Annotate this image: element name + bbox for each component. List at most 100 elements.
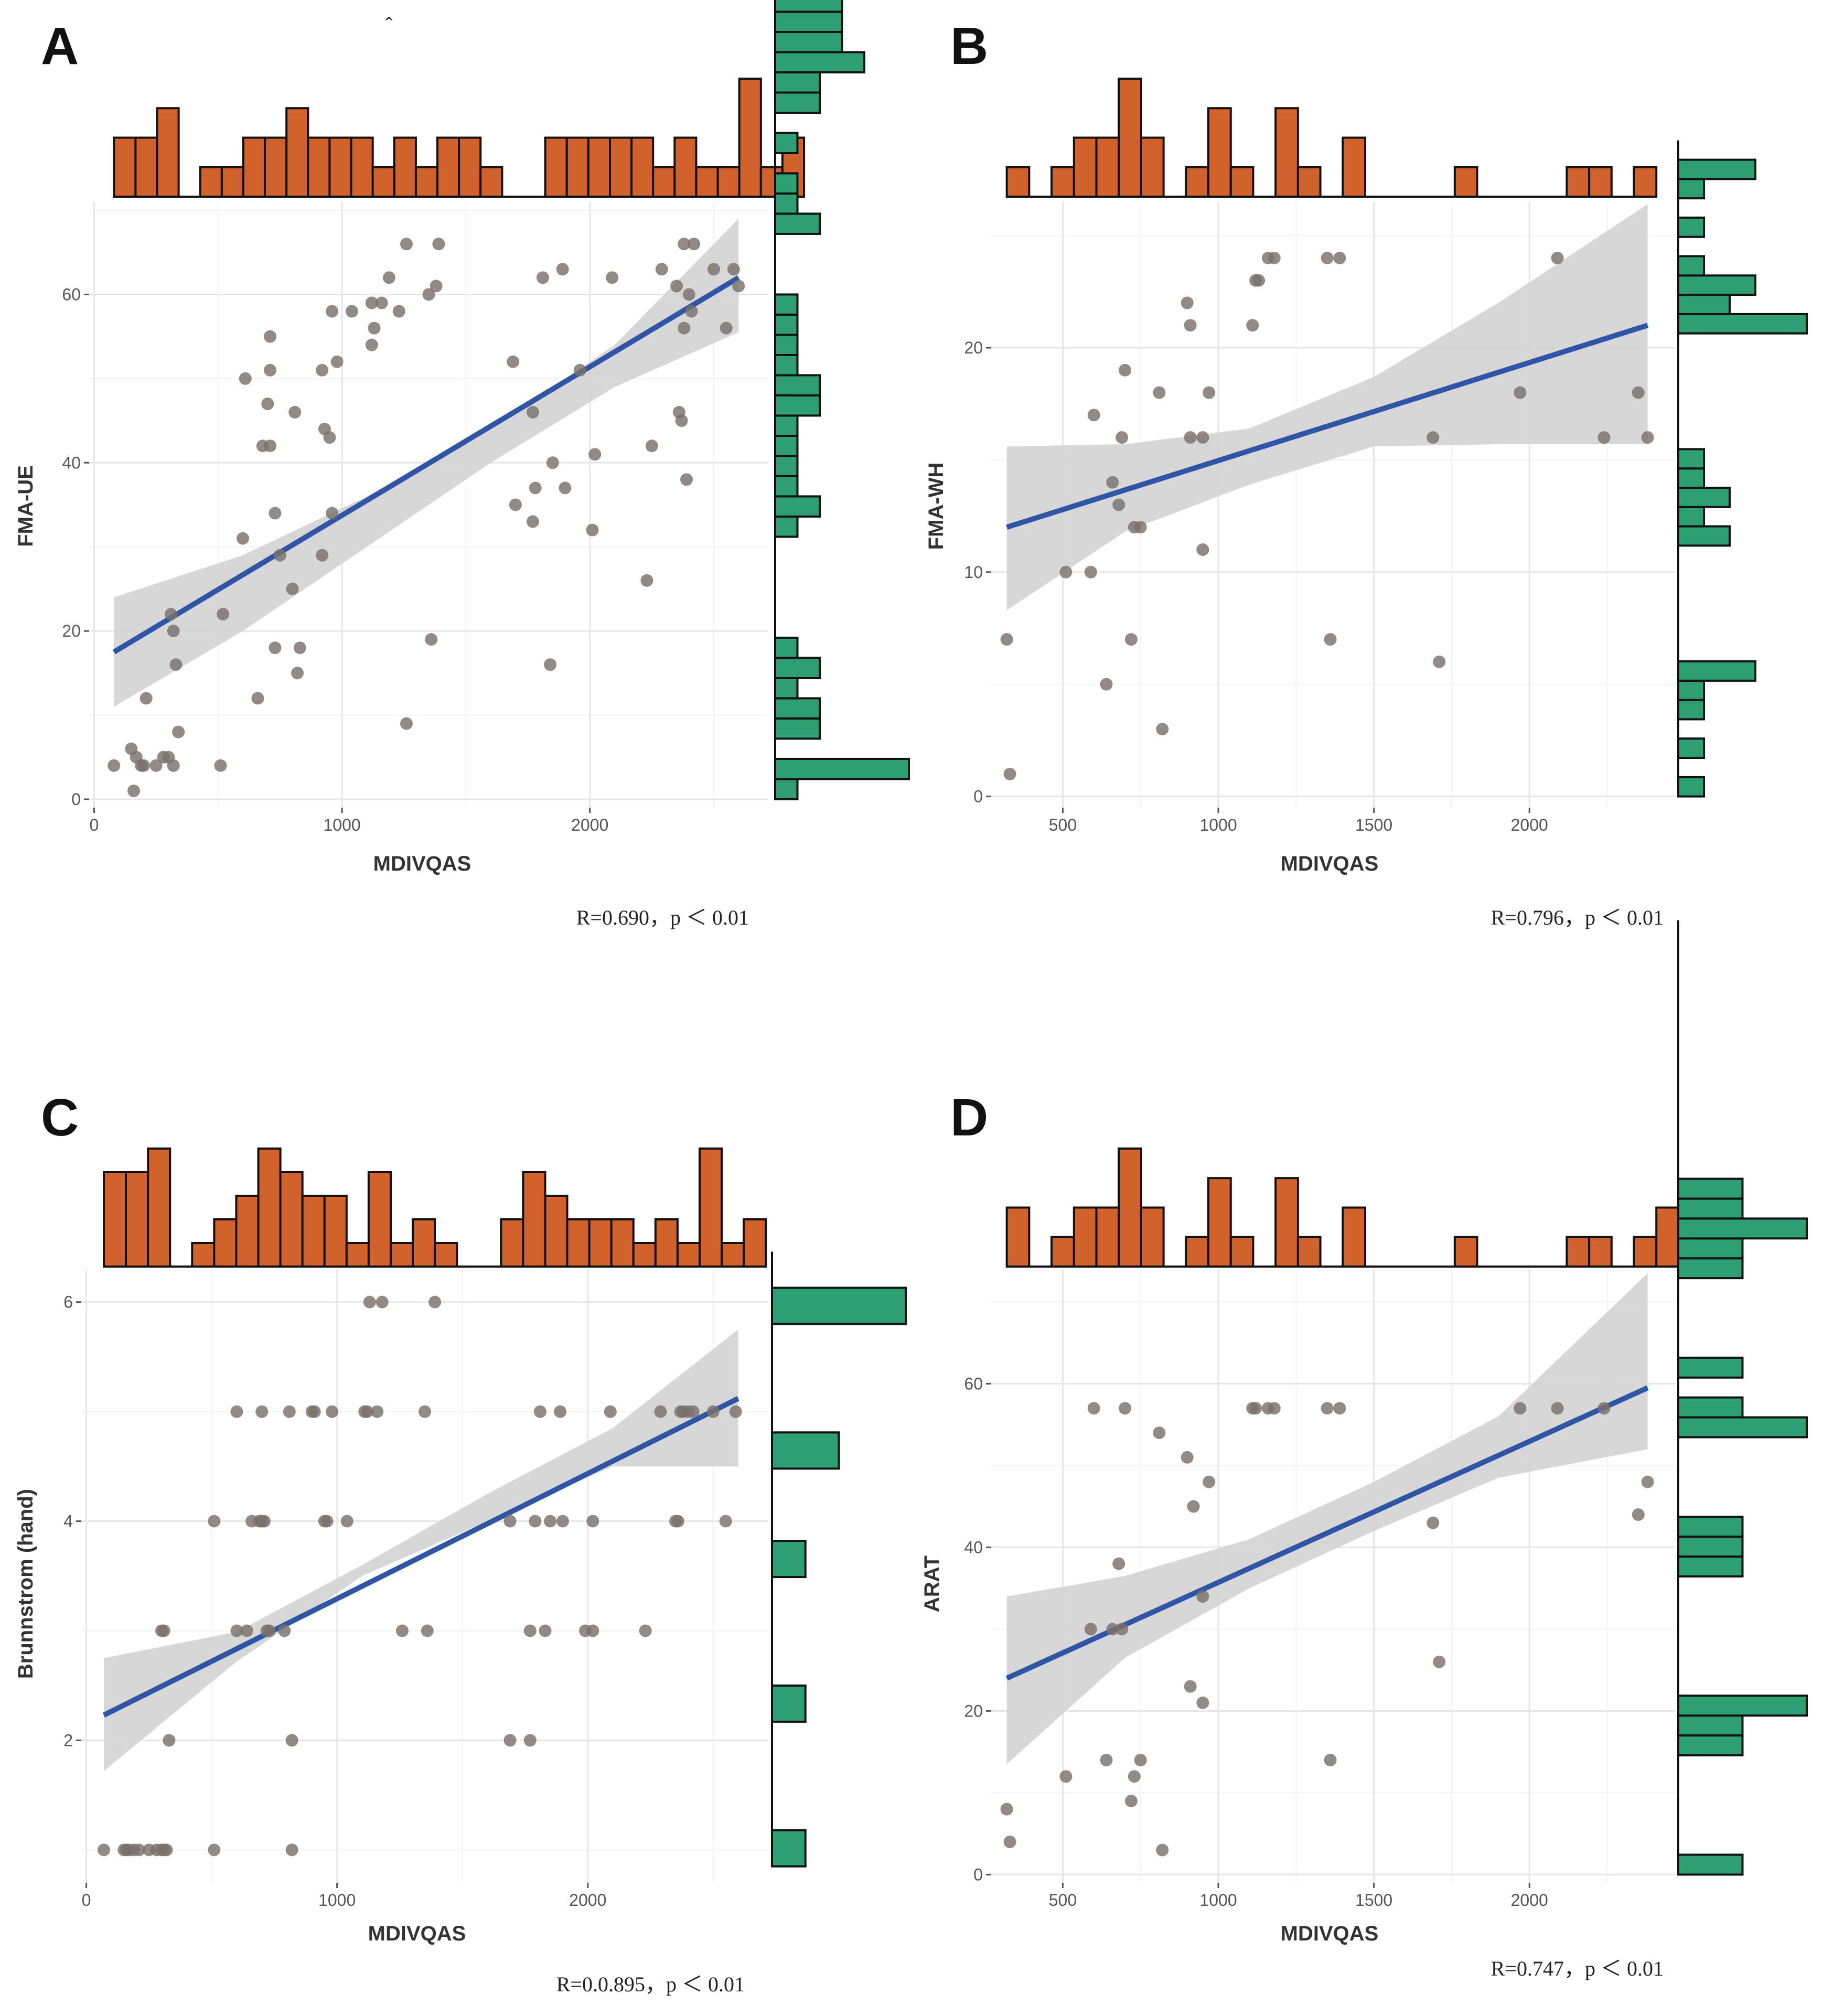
top-histogram-bar <box>566 1218 591 1268</box>
top-histogram-bar <box>1588 166 1613 198</box>
data-point <box>1106 1623 1119 1636</box>
y-tick-label: 0 <box>973 1865 983 1884</box>
data-point <box>1252 274 1266 287</box>
data-point <box>544 1515 557 1528</box>
data-point <box>422 288 435 301</box>
top-histogram-bar <box>1655 1206 1680 1268</box>
right-histogram-bar <box>771 1286 907 1325</box>
data-point <box>1632 386 1645 399</box>
data-point <box>361 1405 374 1418</box>
data-point <box>727 263 740 276</box>
x-axis-title-d: MDIVQAS <box>1281 1922 1379 1945</box>
y-tick-label: 0 <box>71 790 81 809</box>
data-point <box>559 481 572 495</box>
top-histogram-bar <box>699 1148 723 1268</box>
data-point <box>169 658 183 671</box>
top-histogram-bar <box>1342 136 1367 198</box>
data-point <box>1119 1402 1132 1415</box>
x-tick-label: 1500 <box>1355 1891 1392 1910</box>
top-histogram-bar <box>1565 1236 1591 1268</box>
data-point <box>365 296 378 309</box>
x-tick-label: 0 <box>82 1891 91 1910</box>
right-histogram-bar <box>1677 1177 1744 1200</box>
top-histogram-bar <box>191 1242 216 1268</box>
data-point <box>554 1405 567 1418</box>
data-point <box>167 625 180 638</box>
data-point <box>707 263 721 276</box>
data-point <box>365 338 378 351</box>
top-histogram-bar <box>113 136 137 198</box>
right-histogram-bar <box>771 1829 807 1868</box>
data-point <box>586 1515 599 1528</box>
data-point <box>1321 251 1334 264</box>
panel-d: 500 1000 1500 2000 0 20 40 60 D MDIVQAS ARAT R=… <box>920 920 1808 1980</box>
top-histogram-bar <box>371 166 395 198</box>
stats-annotation-a: R=0.690，p ＜ 0.01 <box>576 906 749 929</box>
top-histogram-bar <box>1185 1236 1210 1268</box>
panel-label-c: C <box>41 1088 79 1147</box>
right-histogram-bar <box>1677 274 1756 296</box>
data-point <box>326 305 339 318</box>
right-histogram-bar <box>1677 1734 1744 1756</box>
x-axis-title-c: MDIVQAS <box>368 1922 466 1945</box>
data-point <box>421 1624 434 1637</box>
data-point <box>655 263 668 276</box>
data-point <box>1187 1500 1200 1513</box>
data-point <box>375 296 388 309</box>
right-histogram-bar <box>1677 1714 1744 1737</box>
data-point <box>687 1405 700 1418</box>
x-tick-label: 1500 <box>1355 816 1392 834</box>
data-point <box>269 641 282 655</box>
data-point <box>1433 655 1446 668</box>
x-tick-label: 1000 <box>1199 1891 1237 1910</box>
data-point <box>428 1295 442 1309</box>
data-point <box>1196 1590 1209 1603</box>
data-point <box>675 414 688 427</box>
data-point <box>1084 1623 1097 1636</box>
data-point <box>425 633 438 646</box>
y-tick-label: 60 <box>964 1374 983 1393</box>
right-histogram-bar <box>1677 1356 1744 1379</box>
top-histogram-bar <box>213 1218 238 1268</box>
top-histogram-bar <box>1118 78 1142 198</box>
data-point <box>167 759 180 772</box>
top-histogram-bar <box>632 1242 657 1268</box>
data-point <box>1203 386 1216 399</box>
top-histogram-bar <box>235 1195 260 1268</box>
data-point <box>160 1843 173 1857</box>
top-histogram-bar <box>323 1195 348 1268</box>
data-point <box>255 1405 269 1418</box>
data-point <box>527 406 540 419</box>
right-histogram-bar <box>774 10 843 33</box>
data-point <box>1059 1770 1073 1783</box>
data-point <box>392 305 405 318</box>
data-point <box>1153 1427 1166 1439</box>
top-histogram-bar <box>103 1171 127 1268</box>
right-histogram-bar <box>1677 1416 1808 1439</box>
data-point <box>1196 543 1209 556</box>
data-point <box>1084 565 1097 578</box>
right-histogram-bar <box>774 334 799 356</box>
top-histogram-bar <box>695 166 719 198</box>
top-histogram-bar <box>479 166 503 198</box>
data-point <box>604 1405 617 1418</box>
data-point <box>1641 431 1654 444</box>
top-histogram-bar <box>257 1148 282 1268</box>
x-tick-label: 1000 <box>323 816 360 834</box>
x-axis-title-b: MDIVQAS <box>1281 852 1379 875</box>
data-point <box>340 1515 353 1528</box>
right-histogram-bar <box>1677 1257 1744 1280</box>
x-tick-label: 2000 <box>571 816 608 834</box>
data-point <box>371 1405 384 1418</box>
top-histogram-bar <box>721 1242 745 1268</box>
right-histogram-bar <box>774 132 799 154</box>
data-point <box>1000 633 1013 646</box>
data-point <box>400 717 413 730</box>
data-point <box>323 431 336 444</box>
right-histogram-bar <box>1677 1853 1744 1876</box>
data-point <box>678 238 691 251</box>
panel-a: 0 1000 2000 0 20 40 60 A MDIVQAS FMA-UE R=0.69… <box>14 0 910 929</box>
data-point <box>261 398 274 410</box>
data-point <box>320 1515 334 1528</box>
data-point <box>345 305 358 318</box>
